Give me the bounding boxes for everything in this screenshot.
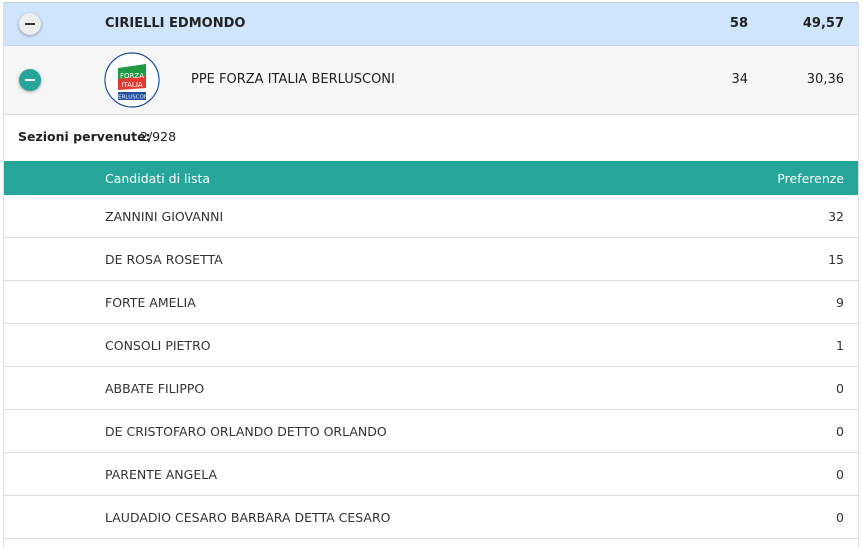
list-percent: 30,36 [806,72,844,87]
candidate-row: CIRIELLI EDMONDO 58 49,57 [4,3,858,46]
table-row: FORTE AMELIA 9 [4,281,858,324]
candidate-name: PARENTE ANGELA [105,467,218,482]
candidate-name: FORTE AMELIA [105,295,196,310]
preferences: 0 [836,424,844,439]
list-votes: 34 [731,72,748,87]
results-panel: CIRIELLI EDMONDO 58 49,57 FORZA ITALIA B… [3,2,859,548]
svg-text:BERLUSCONI: BERLUSCONI [114,95,150,101]
preferences: 32 [828,209,844,224]
header-candidates: Candidati di lista [105,171,211,186]
svg-text:ITALIA: ITALIA [121,81,143,89]
table-row: ZANNINI GIOVANNI 32 [4,195,858,238]
svg-text:FORZA: FORZA [120,72,144,80]
table-row: DE CRISTOFARO ORLANDO DETTO ORLANDO 0 [4,410,858,453]
sections-value: 2/928 [140,129,177,144]
candidate-name: CONSOLI PIETRO [105,338,211,353]
table-row: LAUDADIO CESARO BARBARA DETTA CESARO 0 [4,496,858,539]
table-header: Candidati di lista Preferenze [4,161,858,195]
list-row: FORZA ITALIA BERLUSCONI PPE FORZA ITALIA… [4,46,858,115]
table-row: CONSOLI PIETRO 1 [4,324,858,367]
preferences: 0 [836,381,844,396]
collapse-candidate-button[interactable] [19,13,41,35]
forza-italia-logo: FORZA ITALIA BERLUSCONI [104,52,160,108]
candidate-name: ZANNINI GIOVANNI [105,209,224,224]
sections-label: Sezioni pervenute: [18,129,151,144]
preferences: 15 [828,252,844,267]
table-row: PARENTE ANGELA 0 [4,453,858,496]
preferences: 1 [836,338,844,353]
list-name: PPE FORZA ITALIA BERLUSCONI [191,72,395,87]
candidate-percent: 49,57 [802,16,844,31]
candidate-name: LAUDADIO CESARO BARBARA DETTA CESARO [105,510,391,525]
preferences: 9 [836,295,844,310]
preferences: 0 [836,510,844,525]
candidate-votes: 58 [729,16,748,31]
candidate-name: DE CRISTOFARO ORLANDO DETTO ORLANDO [105,424,387,439]
table-row: DE ROSA ROSETTA 15 [4,238,858,281]
table-row: ABBATE FILIPPO 0 [4,367,858,410]
candidate-name: DE ROSA ROSETTA [105,252,223,267]
header-preferences: Preferenze [777,171,844,186]
preferences: 0 [836,467,844,482]
candidate-name: CIRIELLI EDMONDO [105,16,246,31]
sections-info: Sezioni pervenute: 2/928 [4,115,858,161]
collapse-list-button[interactable] [19,69,41,91]
candidate-name: ABBATE FILIPPO [105,381,205,396]
